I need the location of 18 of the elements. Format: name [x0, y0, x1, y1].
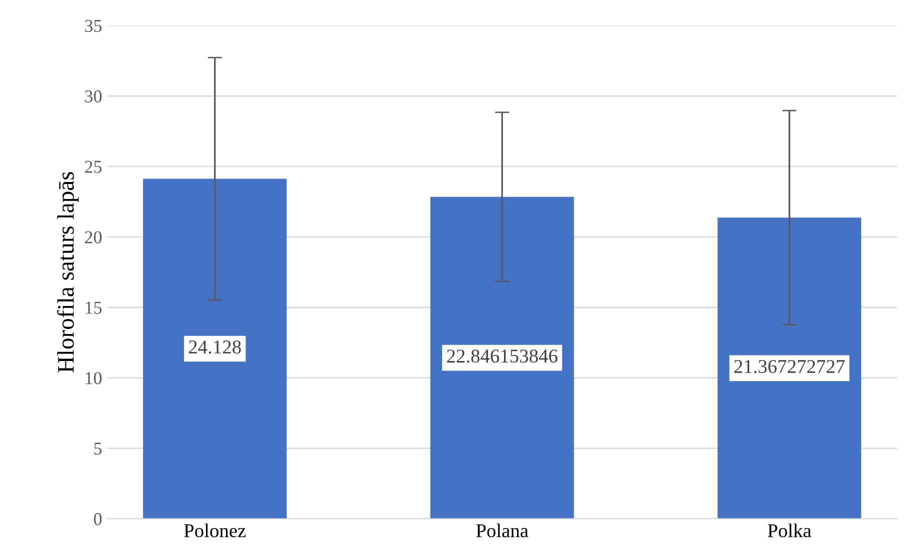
y-axis-title: Hlorofila saturs lapās [57, 172, 79, 372]
bar [718, 218, 862, 519]
bar [430, 196, 574, 519]
y-tick-label: 0 [94, 513, 102, 526]
data-label: 24.128 [188, 340, 241, 354]
x-tick-label: Polana [476, 524, 528, 538]
x-tick-label: Polka [768, 524, 812, 538]
y-tick-label: 10 [86, 372, 102, 384]
x-tick-label: Polonez [184, 524, 246, 538]
y-tick-label: 35 [85, 20, 102, 32]
y-tick-label: 30 [85, 90, 102, 102]
data-label: 21.367272727 [734, 360, 845, 374]
y-tick-label: 25 [85, 160, 102, 173]
y-tick-label: 20 [85, 231, 102, 244]
bar [143, 178, 287, 519]
y-tick-label: 5 [94, 442, 102, 455]
y-tick-label: 15 [86, 302, 102, 314]
data-label: 22.846153846 [447, 350, 558, 363]
